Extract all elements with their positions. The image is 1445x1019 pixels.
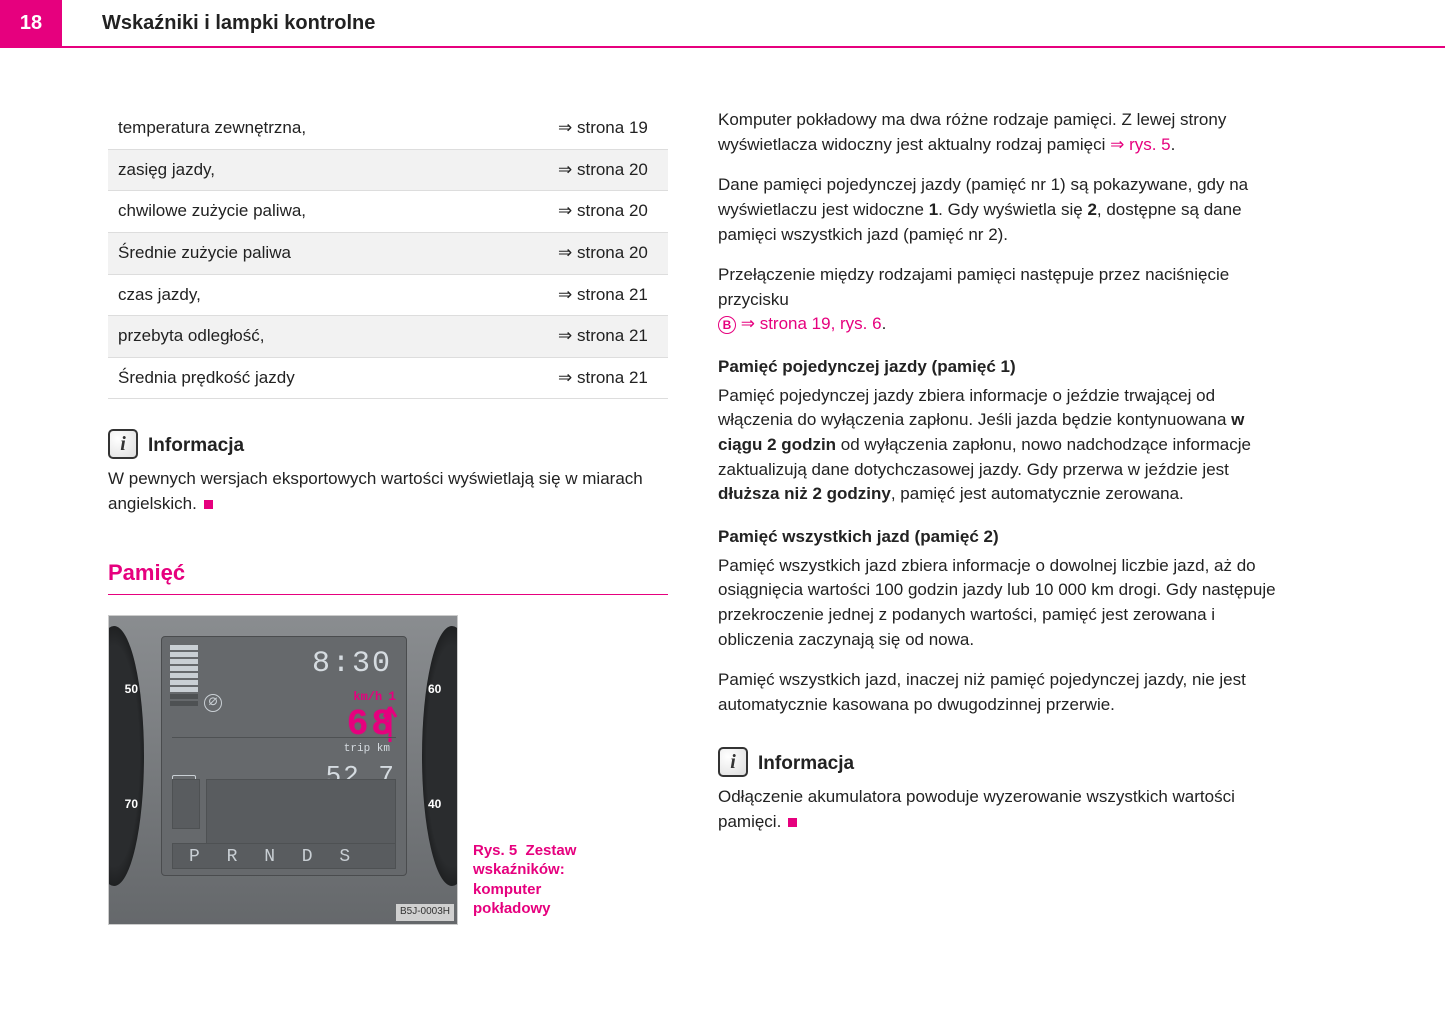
table-cell-label: temperatura zewnętrzna,	[108, 108, 548, 149]
info1-body: W pewnych wersjach eksportowych wartości…	[108, 469, 643, 513]
para-6: Pamięć wszystkich jazd, inaczej niż pami…	[718, 668, 1278, 717]
page: 18 Wskaźniki i lampki kontrolne temperat…	[0, 0, 1445, 1019]
text-span: Pamięć pojedynczej jazdy zbiera informac…	[718, 386, 1231, 430]
display-time: 8:30	[312, 643, 392, 687]
table-cell-ref: ⇒ strona 20	[548, 191, 668, 233]
trip-label: trip km	[196, 742, 390, 758]
table-cell-ref: ⇒ strona 21	[548, 357, 668, 399]
dashboard-figure: 50 70 60 40 8:30 ∅	[108, 615, 458, 925]
table-row: chwilowe zużycie paliwa,⇒ strona 20	[108, 191, 668, 233]
table-cell-ref: ⇒ strona 21	[548, 274, 668, 316]
end-marker-icon	[204, 500, 213, 509]
para-4: Pamięć pojedynczej jazdy zbiera informac…	[718, 384, 1278, 507]
info1-text: W pewnych wersjach eksportowych wartości…	[108, 467, 668, 516]
text-span: Przełączenie między rodzajami pamięci na…	[718, 265, 1229, 309]
page-number-badge: 18	[0, 0, 62, 47]
table-row: temperatura zewnętrzna,⇒ strona 19	[108, 108, 668, 149]
content-area: temperatura zewnętrzna,⇒ strona 19zasięg…	[0, 48, 1445, 925]
page-header: 18 Wskaźniki i lampki kontrolne	[0, 0, 1445, 48]
table-cell-label: czas jazdy,	[108, 274, 548, 316]
right-column: Komputer pokładowy ma dwa różne rodzaje …	[718, 108, 1278, 925]
page-ref-link[interactable]: ⇒ strona 19, rys. 6	[736, 314, 882, 333]
fuel-bar-icon	[170, 645, 198, 707]
speed-unit: km/h	[353, 690, 382, 704]
bold-text: 1	[929, 200, 938, 219]
reference-table: temperatura zewnętrzna,⇒ strona 19zasięg…	[108, 108, 668, 399]
end-marker-icon	[788, 818, 797, 827]
figure-wrap: 50 70 60 40 8:30 ∅	[108, 615, 668, 925]
table-row: zasięg jazdy,⇒ strona 20	[108, 149, 668, 191]
text-span: . Gdy wyświetla się	[938, 200, 1087, 219]
table-cell-ref: ⇒ strona 21	[548, 316, 668, 358]
para-2: Dane pamięci pojedynczej jazdy (pamięć n…	[718, 173, 1278, 247]
gauge-tick: 70	[125, 796, 138, 813]
info-icon: i	[718, 747, 748, 777]
temp-gauge-icon	[172, 779, 200, 829]
gauge-tick: 40	[428, 796, 441, 813]
info-box-2: i Informacja	[718, 747, 1278, 777]
table-row: czas jazdy,⇒ strona 21	[108, 274, 668, 316]
table-cell-label: Średnie zużycie paliwa	[108, 232, 548, 274]
table-cell-ref: ⇒ strona 19	[548, 108, 668, 149]
para-3: Przełączenie między rodzajami pamięci na…	[718, 263, 1278, 337]
table-cell-label: Średnia prędkość jazdy	[108, 357, 548, 399]
table-cell-label: chwilowe zużycie paliwa,	[108, 191, 548, 233]
subheading-2: Pamięć wszystkich jazd (pamięć 2)	[718, 525, 1278, 550]
table-cell-label: przebyta odległość,	[108, 316, 548, 358]
table-row: Średnia prędkość jazdy⇒ strona 21	[108, 357, 668, 399]
gauge-tick: 60	[428, 681, 441, 698]
section-title: Pamięć	[108, 557, 668, 589]
para-1: Komputer pokładowy ma dwa różne rodzaje …	[718, 108, 1278, 157]
info-title: Informacja	[758, 750, 854, 778]
display-speed: km/h1 68	[210, 685, 396, 744]
table-cell-label: zasięg jazdy,	[108, 149, 548, 191]
gear-display: P R N D S	[172, 843, 396, 869]
text-span: , pamięć jest automatycznie zerowana.	[891, 484, 1184, 503]
info-icon: i	[108, 429, 138, 459]
caption-prefix: Rys. 5	[473, 842, 517, 859]
subheading-1: Pamięć pojedynczej jazdy (pamięć 1)	[718, 355, 1278, 380]
info-box-1: i Informacja	[108, 429, 668, 459]
table-cell-ref: ⇒ strona 20	[548, 149, 668, 191]
section-rule	[108, 594, 668, 595]
info-title: Informacja	[148, 432, 244, 460]
figure-caption: Rys. 5 Zestaw wskaźników: komputer pokła…	[473, 841, 623, 925]
table-row: Średnie zużycie paliwa⇒ strona 20	[108, 232, 668, 274]
gauge-tick: 50	[125, 681, 138, 698]
para-5: Pamięć wszystkich jazd zbiera informacje…	[718, 554, 1278, 653]
display-blank-area	[206, 779, 396, 849]
gauge-left: 50 70	[108, 626, 144, 886]
info2-text: Odłączenie akumulatora powoduje wyzerowa…	[718, 785, 1278, 834]
left-column: temperatura zewnętrzna,⇒ strona 19zasięg…	[108, 108, 668, 925]
bold-text: 2	[1087, 200, 1096, 219]
figure-code-label: B5J-0003H	[396, 904, 454, 921]
trip-display: 8:30 ∅ km/h1 68 trip km	[161, 636, 407, 876]
table-row: przebyta odległość,⇒ strona 21	[108, 316, 668, 358]
callout-arrow-icon	[380, 692, 400, 742]
header-title: Wskaźniki i lampki kontrolne	[102, 12, 375, 35]
gauge-right: 60 40	[422, 626, 458, 886]
bold-text: dłuższa niż 2 godziny	[718, 484, 891, 503]
table-cell-ref: ⇒ strona 20	[548, 232, 668, 274]
button-ref-icon: B	[718, 316, 736, 334]
figure-ref-link[interactable]: ⇒ rys. 5	[1110, 135, 1171, 154]
